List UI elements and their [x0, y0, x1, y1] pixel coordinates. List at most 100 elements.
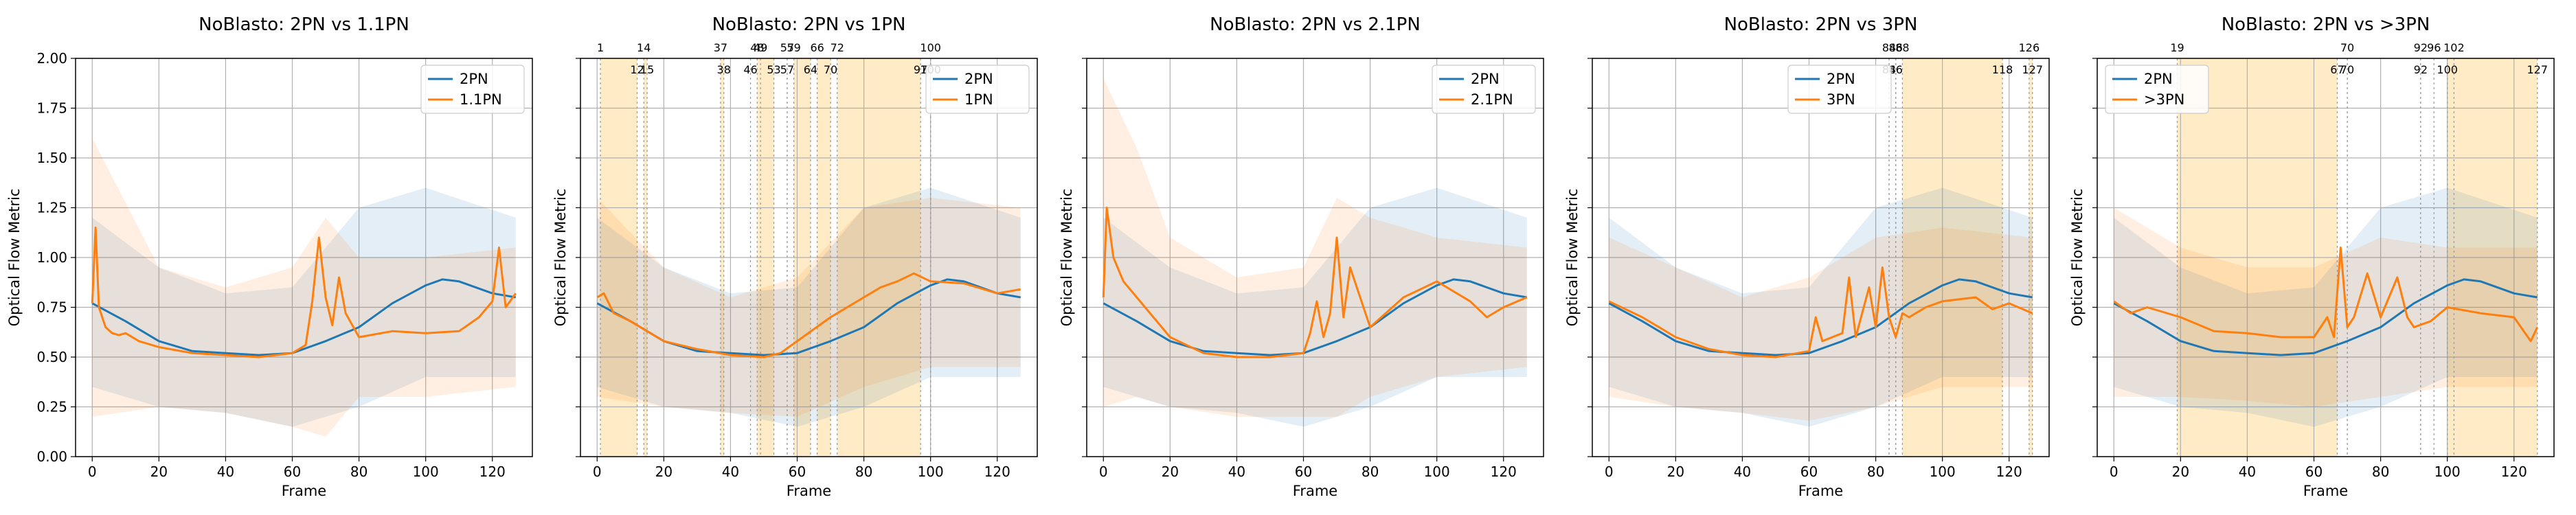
- x-tick-label: 60: [1800, 464, 1818, 480]
- std-band: [1103, 78, 1527, 417]
- x-tick-label: 40: [1734, 464, 1751, 480]
- std-band: [92, 138, 516, 437]
- series-line: [1608, 266, 2033, 358]
- legend-entry: 2.1PN: [1471, 91, 1513, 108]
- marker-label: 86: [1889, 63, 1903, 76]
- legend-box: [420, 65, 525, 114]
- marker-label: 38: [717, 63, 731, 76]
- marker-label: 48: [750, 41, 764, 54]
- x-tick-label: 0: [1605, 464, 1614, 480]
- y-axis-label: Optical Flow Metric: [1059, 189, 1075, 327]
- legend-box: [2105, 65, 2209, 114]
- marker-label: 88: [1895, 41, 1909, 54]
- legend: 2PN 2.1PN: [1432, 65, 1536, 114]
- marker-label: 102: [2443, 41, 2465, 54]
- series-line: [2113, 247, 2539, 343]
- series-line: [1608, 278, 2033, 356]
- marker-label: 127: [2527, 63, 2548, 76]
- x-tick-label: 40: [217, 464, 234, 480]
- y-tick-label: 0.75: [36, 299, 67, 316]
- marker-label: 53: [767, 63, 780, 76]
- x-tick-label: 120: [2501, 464, 2527, 480]
- legend-entry: 1PN: [964, 91, 993, 108]
- x-tick-label: 100: [2434, 464, 2461, 480]
- marker-label: 46: [743, 63, 757, 76]
- x-tick-label: 40: [722, 464, 739, 480]
- y-tick-label: 2.00: [36, 50, 67, 67]
- y-tick-label: 0.50: [36, 349, 67, 365]
- x-tick-label: 0: [2110, 464, 2119, 480]
- chart-title: NoBlasto: 2PN vs 1.1PN: [199, 14, 409, 35]
- legend-entry: 2PN: [2144, 71, 2173, 87]
- y-axis-label: Optical Flow Metric: [552, 189, 569, 327]
- x-tick-label: 0: [593, 464, 602, 480]
- marker-label: 57: [780, 41, 794, 54]
- y-axis-label: Optical Flow Metric: [2069, 189, 2086, 327]
- x-tick-label: 20: [655, 464, 673, 480]
- chart-title: NoBlasto: 2PN vs 1PN: [712, 14, 906, 35]
- marker-label: 96: [2427, 41, 2441, 54]
- marker-label: 64: [804, 63, 817, 76]
- chart-title: NoBlasto: 2PN vs >3PN: [2222, 14, 2430, 35]
- legend-box: [1787, 65, 1892, 114]
- marker-label: 70: [2340, 63, 2354, 76]
- marker-label: 1: [597, 41, 604, 54]
- marker-label: 70: [824, 63, 837, 76]
- marker-label: 12: [630, 63, 644, 76]
- std-band: [597, 198, 1021, 417]
- series-line: [91, 278, 516, 356]
- marker-label: 100: [920, 41, 941, 54]
- chart-panel-2: 1121415373846484953575759646670729710010…: [552, 14, 1038, 499]
- x-tick-label: 100: [1424, 464, 1450, 480]
- y-axis-label: Optical Flow Metric: [1564, 189, 1581, 327]
- std-band: [92, 187, 516, 427]
- plot-area: [1592, 58, 2049, 457]
- x-tick-label: 60: [2305, 464, 2323, 480]
- chart-panel-4: 8486888486118126127020406080100120NoBlas…: [1564, 14, 2050, 499]
- marker-label: 70: [2340, 41, 2354, 54]
- marker-label: 72: [831, 41, 844, 54]
- marker-label: 59: [787, 41, 800, 54]
- marker-label: 49: [754, 41, 767, 54]
- marker-label: 84: [1882, 41, 1896, 54]
- x-axis-label: Frame: [1293, 483, 1337, 499]
- x-tick-label: 120: [479, 464, 506, 480]
- x-axis-label: Frame: [282, 483, 326, 499]
- chart-panel-1: 0 20 40 60 80 100 120 0.00 0.25 0.50 0.75 1.00 1.25 1…: [6, 14, 533, 499]
- y-tick-label: 0.25: [36, 399, 67, 415]
- x-tick-label: 100: [413, 464, 439, 480]
- chart-panel-3: 0 20 40 60 80 100 120 NoBlasto: 2PN vs 2.1PN Fra…: [1059, 14, 1544, 499]
- marker-label: 92: [2414, 41, 2428, 54]
- x-tick-label: 120: [1996, 464, 2022, 480]
- y-tick-label: 1.75: [36, 100, 67, 117]
- marker-label: 92: [2414, 63, 2428, 76]
- marker-label: 118: [1992, 63, 2013, 76]
- x-tick-label: 80: [350, 464, 368, 480]
- series-line: [596, 272, 1021, 358]
- legend-box: [1432, 65, 1536, 114]
- legend-entry: 1.1PN: [460, 91, 502, 108]
- legend-box: [925, 65, 1030, 114]
- x-tick-label: 120: [1491, 464, 1517, 480]
- x-tick-label: 60: [1295, 464, 1312, 480]
- x-tick-label: 20: [1162, 464, 1179, 480]
- x-tick-label: 80: [1867, 464, 1884, 480]
- marker-label: 14: [637, 41, 651, 54]
- legend-entry: 2PN: [964, 71, 993, 87]
- marker-label: 97: [914, 63, 927, 76]
- marker-label: 37: [714, 41, 727, 54]
- std-band: [2114, 207, 2538, 407]
- legend: 2PN >3PN: [2105, 65, 2209, 114]
- plot-area: [2097, 58, 2554, 457]
- series-line: [2113, 278, 2538, 356]
- plot-area: [1087, 58, 1544, 457]
- chart-title: NoBlasto: 2PN vs 2.1PN: [1210, 14, 1421, 35]
- y-tick-label: 1.50: [36, 150, 67, 166]
- x-tick-label: 40: [1228, 464, 1245, 480]
- x-tick-label: 100: [1930, 464, 1956, 480]
- std-band: [597, 187, 1021, 427]
- series-line: [1103, 278, 1527, 356]
- x-tick-label: 20: [150, 464, 168, 480]
